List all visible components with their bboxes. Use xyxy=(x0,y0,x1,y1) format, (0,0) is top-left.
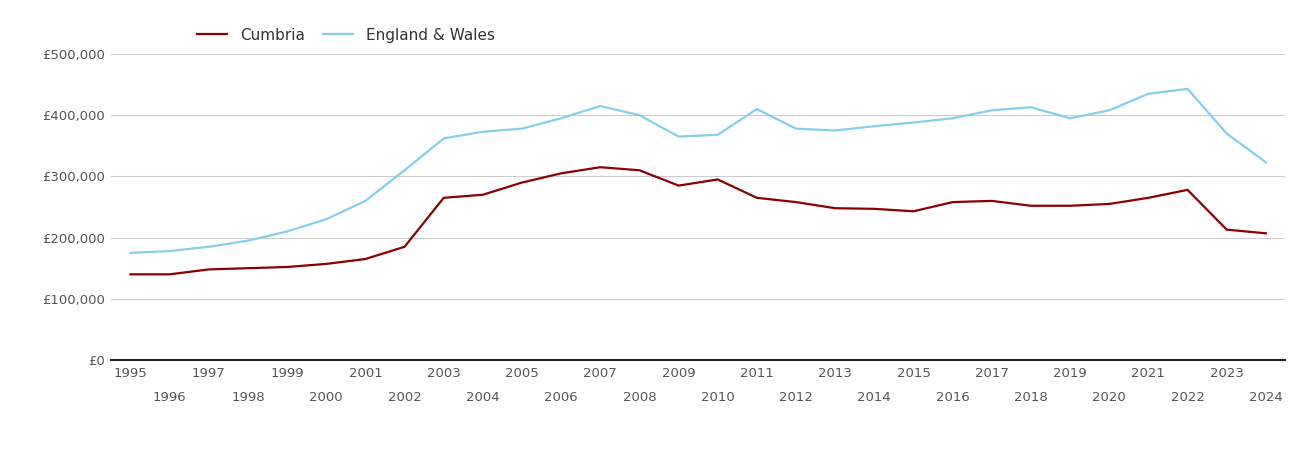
England & Wales xyxy=(1023,104,1039,110)
England & Wales xyxy=(318,216,334,222)
Cumbria xyxy=(436,195,452,201)
Cumbria xyxy=(984,198,1000,203)
Cumbria xyxy=(1258,230,1274,236)
Cumbria xyxy=(749,195,765,201)
Cumbria xyxy=(1180,187,1195,193)
Legend: Cumbria, England & Wales: Cumbria, England & Wales xyxy=(191,22,501,49)
Cumbria xyxy=(514,180,530,185)
Cumbria xyxy=(397,244,412,249)
England & Wales xyxy=(1141,91,1156,96)
Text: 2024: 2024 xyxy=(1249,391,1283,404)
Text: 2002: 2002 xyxy=(388,391,422,404)
Text: 2004: 2004 xyxy=(466,391,500,404)
England & Wales xyxy=(827,128,843,133)
Text: 2020: 2020 xyxy=(1092,391,1126,404)
Cumbria xyxy=(867,206,882,211)
Text: 2006: 2006 xyxy=(544,391,578,404)
England & Wales xyxy=(1101,108,1117,113)
Cumbria xyxy=(1101,201,1117,207)
Text: 2008: 2008 xyxy=(622,391,656,404)
Cumbria xyxy=(592,165,608,170)
Cumbria xyxy=(358,256,373,262)
England & Wales xyxy=(201,244,217,249)
Cumbria xyxy=(945,199,960,205)
Text: 2018: 2018 xyxy=(1014,391,1048,404)
England & Wales xyxy=(162,248,177,254)
England & Wales xyxy=(553,116,569,121)
England & Wales xyxy=(906,120,921,125)
Cumbria xyxy=(1219,227,1235,232)
Cumbria xyxy=(710,177,726,182)
Text: 2014: 2014 xyxy=(857,391,891,404)
England & Wales xyxy=(397,167,412,173)
Text: 2022: 2022 xyxy=(1171,391,1205,404)
Cumbria xyxy=(553,171,569,176)
Cumbria xyxy=(240,266,256,271)
Text: 2016: 2016 xyxy=(936,391,970,404)
Text: 2010: 2010 xyxy=(701,391,735,404)
England & Wales xyxy=(123,250,138,256)
Cumbria xyxy=(318,261,334,266)
England & Wales xyxy=(1258,160,1274,165)
Cumbria xyxy=(632,167,647,173)
Cumbria xyxy=(1062,203,1078,208)
England & Wales xyxy=(710,132,726,138)
Text: 1996: 1996 xyxy=(153,391,187,404)
England & Wales xyxy=(749,106,765,112)
Cumbria xyxy=(475,192,491,198)
Cumbria xyxy=(123,272,138,277)
England & Wales xyxy=(671,134,686,140)
England & Wales xyxy=(984,108,1000,113)
Cumbria xyxy=(1023,203,1039,208)
England & Wales xyxy=(1180,86,1195,92)
Cumbria xyxy=(1141,195,1156,201)
England & Wales xyxy=(632,112,647,118)
Cumbria xyxy=(671,183,686,188)
Text: 1998: 1998 xyxy=(231,391,265,404)
England & Wales xyxy=(788,126,804,131)
England & Wales xyxy=(1062,116,1078,121)
Cumbria xyxy=(827,206,843,211)
England & Wales xyxy=(1219,131,1235,136)
Line: Cumbria: Cumbria xyxy=(130,167,1266,274)
Line: England & Wales: England & Wales xyxy=(130,89,1266,253)
Text: 2000: 2000 xyxy=(309,391,343,404)
England & Wales xyxy=(945,116,960,121)
England & Wales xyxy=(514,126,530,131)
England & Wales xyxy=(592,104,608,109)
Cumbria xyxy=(201,267,217,272)
Cumbria xyxy=(906,209,921,214)
England & Wales xyxy=(436,136,452,141)
England & Wales xyxy=(475,129,491,135)
England & Wales xyxy=(240,238,256,243)
Cumbria xyxy=(279,264,295,270)
England & Wales xyxy=(358,198,373,203)
England & Wales xyxy=(867,123,882,129)
Cumbria xyxy=(162,272,177,277)
Text: 2012: 2012 xyxy=(779,391,813,404)
Cumbria xyxy=(788,199,804,205)
England & Wales xyxy=(279,229,295,234)
